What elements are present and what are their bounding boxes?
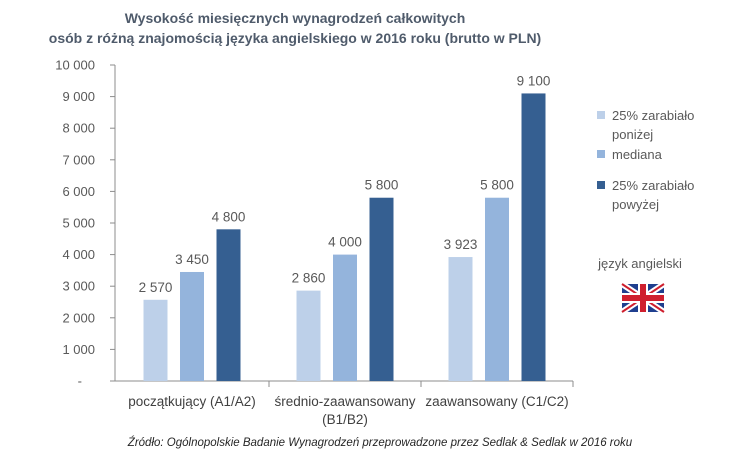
y-tick-label: 7 000 [62,152,95,167]
bar [296,290,321,381]
bar [369,197,394,381]
language-note: język angielski [597,256,682,271]
data-label: 3 923 [444,237,478,252]
data-label: 2 860 [292,271,326,286]
y-tick-label: 4 000 [62,247,95,262]
data-label: 4 000 [328,235,362,250]
y-tick-label: 9 000 [62,89,95,104]
source-note: Źródło: Ogólnopolskie Badanie Wynagrodze… [127,436,633,449]
y-tick-label: 6 000 [62,184,95,199]
chart-title-line: Wysokość miesięcznych wynagrodzeń całkow… [125,10,466,26]
y-tick-label: 10 000 [55,58,95,73]
legend-label: mediana [612,147,663,162]
bar [143,299,168,381]
bar [180,271,204,381]
data-label: 5 800 [480,178,514,193]
y-tick-label: 8 000 [62,121,95,136]
data-label: 5 800 [365,178,399,193]
legend-label: poniżej [612,127,653,142]
bar [448,257,473,381]
y-tick-label: 5 000 [62,216,95,231]
data-label: 2 570 [139,280,173,295]
bar [333,254,357,381]
x-axis-categories: początkujący (A1/A2) średnio-zaawansowany… [128,394,568,427]
legend-label: 25% zarabiało [612,108,694,123]
y-axis: - 1 000 2 000 3 000 4 000 5 000 6 000 7 000 8 00… [55,58,574,389]
legend-note: język angielski [597,256,682,315]
y-tick-label: 2 000 [62,310,95,325]
legend: 25% zarabiało poniżej mediana 25% zarabiało… [597,108,694,212]
legend-swatch [597,181,605,189]
y-tick-label: - [78,374,82,389]
bar [216,229,241,381]
chart-title-line: osób z różną znajomością języka angielsk… [49,30,541,46]
category-label: średnio-zaawansowany [274,394,415,409]
category-label: zaawansowany (C1/C2) [425,394,568,409]
uk-flag-icon [620,281,666,315]
bar [521,93,546,381]
y-tick-label: 1 000 [62,342,95,357]
category-label: początkujący (A1/A2) [128,394,256,409]
data-label: 3 450 [175,252,209,267]
category-label: (B1/B2) [322,412,368,427]
legend-label: powyżej [612,197,659,212]
legend-label: 25% zarabiało [612,178,694,193]
chart-title: Wysokość miesięcznych wynagrodzeń całkow… [49,10,541,46]
legend-swatch [597,111,605,119]
data-label: 9 100 [517,73,551,88]
y-tick-label: 3 000 [62,279,95,294]
legend-swatch [597,150,605,158]
bar [485,197,509,381]
data-label: 4 800 [212,209,246,224]
